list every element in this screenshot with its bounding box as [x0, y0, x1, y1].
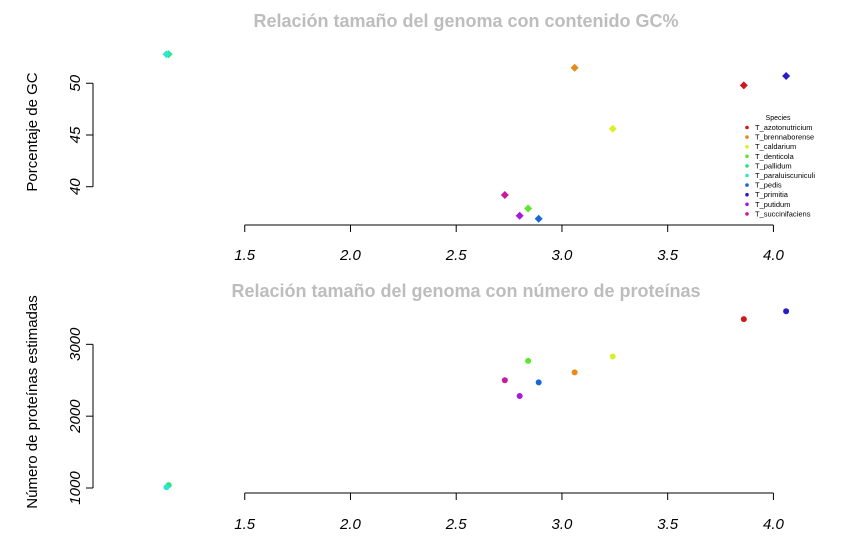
legend-label: T_pedis — [755, 181, 782, 190]
legend-title: Species — [766, 115, 791, 122]
legend-swatch-T_primitia — [745, 192, 749, 197]
x-tick-label: 2.0 — [339, 516, 362, 533]
point-T_primitia — [782, 72, 791, 81]
points-gc — [162, 50, 791, 223]
point-T_pedis — [534, 214, 543, 223]
point-T_putidum — [515, 211, 524, 220]
point-T_putidum — [516, 393, 523, 400]
legend-label: T_putidum — [755, 200, 790, 209]
point-T_primitia — [783, 308, 790, 315]
y-tick-label: 1000 — [67, 471, 84, 505]
point-T_paraluiscuniculi — [162, 50, 171, 59]
legend-label: T_paraluiscuniculi — [755, 171, 815, 180]
point-T_denticola — [524, 204, 533, 213]
y-tick-label: 2000 — [67, 399, 84, 434]
x-tick-label: 4.0 — [763, 516, 785, 533]
legend-swatch-T_denticola — [745, 154, 749, 159]
legend-swatch-T_putidum — [745, 202, 749, 207]
legend-label: T_pallidum — [755, 161, 792, 170]
x-tick-label: 3.5 — [657, 247, 679, 264]
x-tick-label: 1.5 — [234, 516, 256, 533]
panel-gc-content: Relación tamaño del genoma con contenido… — [24, 11, 815, 264]
chart-title-proteins: Relación tamaño del genoma con número de… — [231, 281, 700, 301]
point-T_succinifaciens — [501, 377, 508, 384]
axes-proteins: 1.5 2.0 2.5 3.0 3.5 4.0 1000 2000 3000 — [67, 327, 785, 533]
y-tick-label: 40 — [67, 178, 84, 195]
point-T_paraluiscuniculi — [163, 484, 170, 491]
legend-label: T_primitia — [755, 190, 789, 199]
x-tick-label: 3.5 — [657, 516, 679, 533]
legend-label: T_denticola — [755, 152, 795, 161]
x-tick-label: 3.0 — [552, 247, 574, 264]
legend-label: T_caldarium — [755, 142, 796, 151]
axes-gc: 1.5 2.0 2.5 3.0 3.5 4.0 40 45 50 — [67, 74, 785, 264]
x-tick-label: 2.5 — [445, 247, 468, 264]
legend-swatch-T_azotonutricium — [745, 125, 749, 130]
panel-protein-count: Relación tamaño del genoma con número de… — [24, 281, 790, 533]
point-T_caldarium — [608, 124, 617, 133]
y-tick-label: 45 — [67, 126, 84, 143]
point-T_azotonutricium — [739, 81, 748, 90]
legend-label: T_brennaborense — [755, 133, 814, 142]
legend-swatch-T_pedis — [745, 183, 749, 187]
y-tick-label: 50 — [67, 74, 84, 91]
legend-swatch-T_pallidum — [745, 164, 749, 168]
y-tick-label: 3000 — [67, 327, 84, 361]
legend-swatch-T_paraluiscuniculi — [745, 173, 749, 178]
x-tick-label: 1.5 — [234, 247, 256, 264]
x-tick-label: 2.5 — [445, 516, 468, 533]
point-T_azotonutricium — [740, 316, 747, 323]
y-axis-label-gc: Porcentaje de GC — [24, 72, 41, 191]
x-tick-label: 4.0 — [763, 247, 785, 264]
point-T_brennaborense — [571, 369, 578, 376]
point-T_brennaborense — [570, 63, 579, 72]
y-axis-label-proteins: Número de proteínas estimadas — [24, 295, 41, 508]
x-tick-label: 3.0 — [552, 516, 574, 533]
legend-label: T_succinifaciens — [755, 209, 811, 218]
legend: Species T_azotonutriciumT_brennaborenseT… — [745, 115, 815, 218]
point-T_caldarium — [609, 353, 616, 360]
legend-label: T_azotonutricium — [755, 123, 813, 132]
point-T_denticola — [525, 357, 532, 364]
point-T_pedis — [535, 379, 542, 386]
legend-swatch-T_brennaborense — [745, 135, 749, 139]
point-T_succinifaciens — [500, 190, 509, 199]
chart-title-gc: Relación tamaño del genoma con contenido… — [253, 11, 678, 31]
points-proteins — [163, 308, 790, 491]
legend-swatch-T_caldarium — [745, 144, 749, 149]
legend-swatch-T_succinifaciens — [745, 212, 749, 216]
x-tick-label: 2.0 — [339, 247, 362, 264]
